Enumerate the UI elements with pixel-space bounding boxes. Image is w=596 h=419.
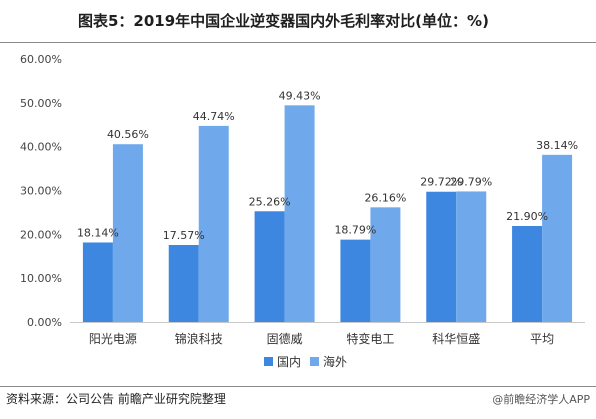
data-label: 44.74% (193, 110, 235, 123)
data-label: 18.14% (77, 226, 119, 239)
bar-overseas-0 (112, 144, 143, 322)
bar-overseas-5 (542, 154, 573, 322)
bar-domestic-1 (168, 244, 199, 322)
bar-domestic-0 (82, 242, 113, 322)
y-tick-label: 50.00% (20, 97, 62, 110)
category-label: 阳光电源 (89, 332, 137, 346)
data-label: 38.14% (536, 139, 578, 152)
y-tick-label: 10.00% (20, 272, 62, 285)
data-label: 17.57% (163, 229, 205, 242)
data-label: 18.79% (334, 224, 376, 237)
y-axis: 0.00% 10.00% 20.00% 30.00% 40.00% 50.00% 60.00… (20, 53, 585, 329)
data-label: 25.26% (249, 195, 291, 208)
bar-overseas-1 (198, 125, 229, 322)
legend-label: 海外 (323, 354, 347, 369)
bars (82, 105, 573, 322)
data-label: 21.90% (506, 210, 548, 223)
legend-swatch (264, 357, 273, 366)
y-tick-label: 60.00% (20, 53, 62, 66)
bar-domestic-5 (512, 226, 543, 322)
category-label: 固德威 (267, 331, 303, 346)
data-labels: 18.14% 40.56% 17.57% 44.74% 25.26% 49.43% 18.7… (77, 89, 578, 242)
y-tick-label: 20.00% (20, 228, 62, 241)
bar-overseas-3 (370, 207, 401, 322)
data-label: 40.56% (107, 128, 149, 141)
category-label: 特变电工 (346, 331, 394, 346)
legend: 国内 海外 (264, 354, 347, 369)
bar-domestic-4 (426, 191, 457, 322)
bottom-divider (0, 386, 596, 387)
bar-chart: 0.00% 10.00% 20.00% 30.00% 40.00% 50.00% 60.00… (20, 53, 585, 369)
data-label: 29.79% (450, 175, 492, 188)
bar-domestic-3 (340, 239, 371, 322)
legend-swatch (310, 357, 319, 366)
y-tick-label: 40.00% (20, 141, 62, 154)
category-label: 平均 (530, 332, 554, 346)
category-label: 科华恒盛 (432, 331, 480, 346)
top-divider (0, 42, 596, 43)
brand-watermark: @前瞻经济学人APP (492, 393, 590, 406)
y-tick-label: 0.00% (27, 316, 62, 329)
bar-domestic-2 (254, 211, 285, 322)
x-axis: 阳光电源 锦浪科技 固德威 特变电工 科华恒盛 平均 (89, 331, 554, 346)
bar-overseas-4 (456, 191, 487, 322)
bar-overseas-2 (284, 105, 315, 322)
category-label: 锦浪科技 (175, 331, 223, 346)
chart-title: 图表5：2019年中国企业逆变器国内外毛利率对比(单位：%) (78, 12, 489, 30)
data-label: 29.72% (420, 176, 462, 189)
legend-label: 国内 (277, 355, 301, 369)
data-label: 26.16% (364, 191, 406, 204)
y-tick-label: 30.00% (20, 185, 62, 198)
data-label: 49.43% (279, 89, 321, 102)
source-note: 资料来源：公司公告 前瞻产业研究院整理 (6, 392, 226, 406)
